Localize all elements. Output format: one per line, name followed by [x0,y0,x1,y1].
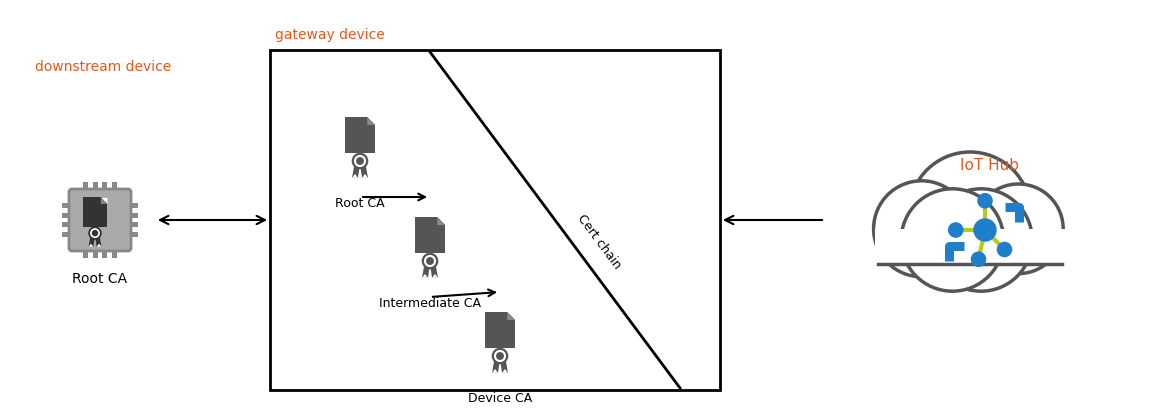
Circle shape [493,349,508,363]
Circle shape [89,227,101,239]
Circle shape [977,193,993,208]
Polygon shape [89,244,94,247]
Circle shape [909,152,1031,274]
Text: Cert chain: Cert chain [574,212,624,272]
Bar [62,203,73,208]
Polygon shape [502,369,508,373]
Polygon shape [101,197,108,204]
Text: downstream device: downstream device [35,60,171,74]
Circle shape [971,252,986,267]
Bar [128,213,138,217]
Polygon shape [360,166,369,178]
Text: IoT Hub: IoT Hub [961,158,1019,173]
Circle shape [422,254,438,268]
Circle shape [426,257,434,265]
Bar [112,248,117,258]
Circle shape [973,184,1064,274]
Bar [92,248,97,258]
Polygon shape [501,362,508,373]
Polygon shape [422,274,428,278]
Polygon shape [97,244,102,247]
Polygon shape [438,217,446,225]
Bar [92,182,97,192]
Circle shape [356,157,364,165]
FancyBboxPatch shape [69,189,131,251]
Bar [103,182,108,192]
Polygon shape [432,274,438,278]
Polygon shape [367,117,376,125]
Text: gateway device: gateway device [275,28,385,42]
Bar [103,248,108,258]
FancyBboxPatch shape [415,217,446,253]
Bar [112,182,117,192]
Bar [62,232,73,237]
Polygon shape [95,238,102,247]
Bar [270,50,720,390]
Polygon shape [493,369,498,373]
Polygon shape [508,312,515,320]
Polygon shape [508,312,515,320]
Circle shape [948,222,964,238]
Polygon shape [422,267,429,278]
Polygon shape [431,267,438,278]
Bar [128,232,138,237]
Circle shape [930,189,1032,291]
Bar [83,182,88,192]
Circle shape [496,352,504,360]
Polygon shape [438,217,446,225]
Polygon shape [362,174,369,178]
Bar [870,224,1069,280]
Polygon shape [493,362,500,373]
Bar [128,222,138,227]
Text: Device CA: Device CA [468,392,532,405]
Polygon shape [352,166,359,178]
Bar [62,213,73,217]
Circle shape [901,189,1004,291]
Text: Root CA: Root CA [73,272,128,286]
FancyBboxPatch shape [484,312,515,348]
FancyBboxPatch shape [83,197,108,226]
Circle shape [91,230,98,236]
Polygon shape [89,238,95,247]
Bar [128,203,138,208]
Text: Intermediate CA: Intermediate CA [379,297,481,310]
Bar [875,229,1065,264]
Bar [62,222,73,227]
Circle shape [353,154,367,168]
Text: Root CA: Root CA [335,197,385,210]
Circle shape [997,242,1012,257]
Bar [83,248,88,258]
FancyBboxPatch shape [345,117,376,153]
Polygon shape [367,117,376,125]
Polygon shape [101,197,108,204]
Polygon shape [352,174,358,178]
Circle shape [973,218,997,242]
Circle shape [874,181,970,277]
